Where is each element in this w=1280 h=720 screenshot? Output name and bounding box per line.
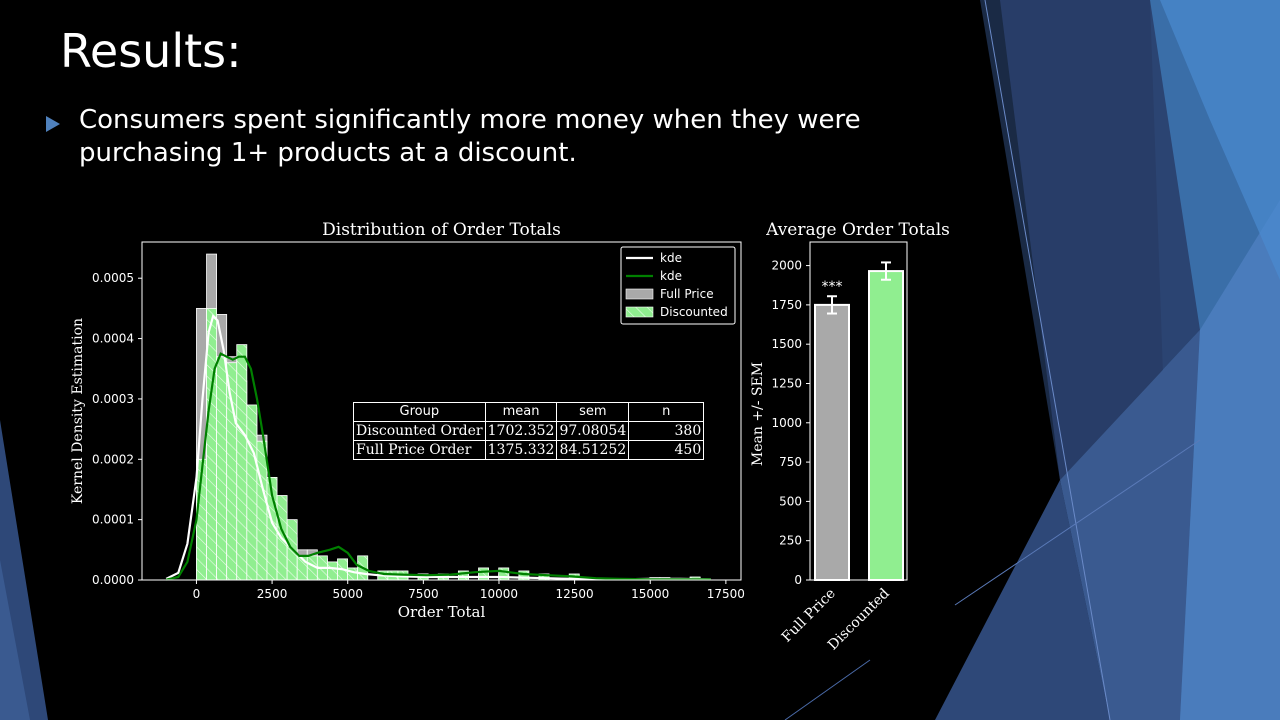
- bullet-arrow-icon: [46, 116, 60, 132]
- histogram-bar-hatch: [236, 344, 247, 580]
- histogram-bar-hatch: [196, 459, 207, 580]
- histogram-bar-hatch: [498, 567, 509, 580]
- table-cell: 1702.352: [484, 421, 558, 441]
- x-tick-label: 7500: [408, 587, 439, 601]
- y-tick-label: 0.0000: [92, 573, 134, 587]
- bg-line: [784, 659, 871, 720]
- y-tick-label: 0.0003: [92, 392, 134, 406]
- table-header-row: Group mean sem n: [353, 402, 705, 422]
- kde-line: [165, 352, 711, 581]
- bar: [868, 270, 904, 581]
- x-tick-label: 0: [193, 587, 201, 601]
- y-tick-label: 1750: [771, 298, 802, 312]
- y-axis-label: Mean +/- SEM: [750, 362, 766, 466]
- table-cell: 84.51252: [556, 440, 630, 460]
- bg-shape: [1180, 200, 1280, 720]
- y-axis-label: Kernel Density Estimation: [70, 318, 86, 504]
- table-cell: 380: [628, 421, 705, 441]
- y-tick-label: 500: [779, 494, 802, 508]
- legend-label: kde: [660, 251, 682, 265]
- legend-swatch-hatch: [626, 307, 653, 317]
- legend-label: kde: [660, 269, 682, 283]
- legend-swatch: [625, 288, 654, 300]
- table-cell: 97.08054: [556, 421, 630, 441]
- legend-label: Full Price: [660, 287, 714, 301]
- histogram-bar-hatch: [347, 567, 358, 580]
- histogram-bar-hatch: [266, 477, 278, 580]
- y-tick-label: 750: [779, 455, 802, 469]
- histogram-bar-hatch: [297, 555, 308, 580]
- histogram-bar-hatch: [226, 362, 237, 580]
- table-cell: 450: [628, 440, 705, 460]
- significance-annotation: ***: [822, 279, 843, 295]
- bg-line: [984, 0, 1111, 720]
- x-tick-label: 17500: [707, 587, 745, 601]
- bullet-text: Consumers spent significantly more money…: [79, 105, 861, 168]
- y-tick-label: 0.0005: [92, 271, 134, 285]
- table-header-cell: mean: [484, 402, 558, 422]
- y-tick-label: 1250: [771, 376, 802, 390]
- chart-title: Average Order Totals: [765, 220, 950, 240]
- bg-shape: [1160, 0, 1280, 280]
- histogram-bar-hatch: [518, 570, 529, 580]
- x-tick-label: 5000: [332, 587, 363, 601]
- table-header-cell: Group: [353, 402, 486, 422]
- histogram-bar-hatch: [206, 308, 217, 580]
- histogram-bar-hatch: [327, 561, 338, 580]
- histogram-bar-hatch: [538, 573, 550, 580]
- table-cell: Discounted Order: [353, 421, 486, 441]
- bg-line: [954, 439, 1201, 606]
- y-tick-label: 1500: [771, 337, 802, 351]
- y-tick-label: 1000: [771, 416, 802, 430]
- slide-title: Results:: [60, 24, 242, 78]
- table-cell: Full Price Order: [353, 440, 486, 460]
- chart-title: Distribution of Order Totals: [322, 220, 561, 240]
- y-tick-label: 2000: [771, 259, 802, 273]
- stats-table: Group mean sem n Discounted Order 1702.3…: [353, 402, 705, 460]
- plot-frame: [141, 241, 742, 581]
- histogram-bar-hatch: [216, 356, 227, 580]
- histogram-bar-hatch: [307, 555, 318, 580]
- x-tick-label: 10000: [480, 587, 518, 601]
- bar: [814, 303, 850, 581]
- legend-label: Discounted: [660, 305, 728, 319]
- bg-shape: [935, 480, 1110, 720]
- table-row: Full Price Order 1375.332 84.51252 450: [353, 440, 705, 460]
- kde-line: [165, 314, 711, 581]
- bg-shape: [0, 560, 30, 720]
- table-header-cell: n: [628, 402, 705, 422]
- histogram-bar-hatch: [458, 570, 469, 580]
- y-tick-label: 250: [779, 534, 802, 548]
- distribution-histogram: Distribution of Order Totals 0 2500 5000 750…: [70, 220, 745, 621]
- histogram-bar-hatch: [478, 567, 489, 580]
- y-tick-label: 0.0004: [92, 332, 134, 346]
- x-tick-label: 12500: [556, 587, 594, 601]
- y-tick-label: 0.0001: [92, 513, 134, 527]
- x-tick-label: 2500: [257, 587, 288, 601]
- x-axis-label: Order Total: [398, 603, 486, 621]
- x-tick-label: 15000: [631, 587, 669, 601]
- table-cell: 1375.332: [484, 440, 558, 460]
- plot-frame: [809, 241, 908, 581]
- y-tick-label: 0.0002: [92, 452, 134, 466]
- table-row: Discounted Order 1702.352 97.08054 380: [353, 421, 705, 441]
- y-tick-label: 0: [794, 573, 802, 587]
- bg-shape: [1060, 330, 1200, 720]
- bg-shape: [1000, 0, 1200, 480]
- table-header-cell: sem: [556, 402, 630, 422]
- legend-box: [620, 246, 736, 325]
- histogram-bar-hatch: [246, 404, 257, 580]
- histogram-bar-hatch: [256, 441, 267, 580]
